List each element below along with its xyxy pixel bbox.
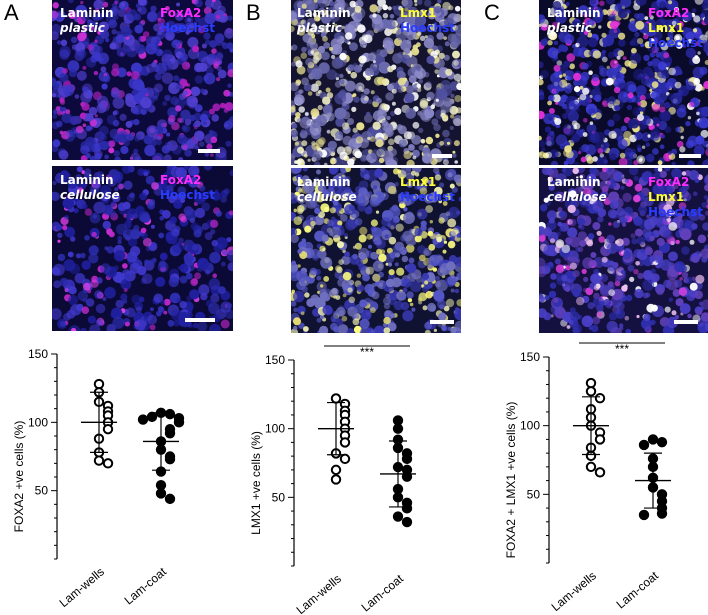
data-point-lam-coat	[403, 455, 411, 463]
significance-label: ***	[360, 345, 374, 359]
significance-label: ***	[615, 342, 629, 356]
label-b1-line1: Laminin	[297, 6, 351, 20]
y-axis-label: LMX1 +ve cells (%)	[249, 431, 263, 535]
x-category-label: Lam-coat	[614, 568, 662, 611]
data-point-lam-coat	[394, 424, 402, 432]
data-point-lam-wells	[587, 463, 595, 471]
panel-letter-c: C	[484, 0, 500, 26]
label-a2-line2: cellulose	[60, 188, 120, 202]
label-c2-line1: Laminin	[547, 175, 601, 189]
data-point-lam-coat	[658, 509, 666, 517]
label-a2-line1: Laminin	[60, 173, 114, 187]
data-point-lam-coat	[403, 504, 411, 512]
y-tick-label: 150	[265, 353, 285, 367]
data-point-lam-coat	[175, 418, 183, 426]
scale-bar-b2	[430, 320, 454, 324]
x-category-label: Lam-coat	[359, 571, 407, 614]
data-point-lam-coat	[148, 413, 156, 421]
panel-letter-a: A	[4, 0, 19, 26]
data-point-lam-wells	[95, 380, 103, 388]
scale-bar-c2	[674, 320, 698, 324]
label-a2-marker-hoechst: Hoechst	[160, 188, 215, 202]
label-c1-marker-hoechst: Hoechst	[648, 36, 703, 50]
x-category-label: Lam-wells	[57, 565, 107, 610]
data-point-lam-coat	[157, 489, 165, 497]
label-b2-marker-hoechst: Hoechst	[400, 190, 455, 204]
data-point-lam-coat	[649, 435, 657, 443]
x-category-label: Lam-wells	[549, 569, 599, 614]
scale-bar-c1	[679, 154, 701, 158]
data-point-lam-wells	[332, 466, 340, 474]
label-c2-marker-foxa2: FoxA2	[648, 175, 689, 189]
data-point-lam-coat	[166, 455, 174, 463]
data-point-lam-wells	[341, 455, 349, 463]
scale-bar-a1	[198, 149, 220, 153]
chart-a: 50 100 150 FOXA2 +ve cells (%) Lam-wells Lam-…	[0, 340, 236, 610]
y-tick-label: 100	[28, 415, 48, 429]
y-tick-label: 150	[28, 347, 48, 361]
data-point-lam-coat	[139, 415, 147, 423]
data-point-lam-wells	[95, 456, 103, 464]
data-point-lam-wells	[596, 468, 604, 476]
data-point-lam-coat	[394, 416, 402, 424]
data-point-lam-wells	[104, 459, 112, 467]
data-point-lam-wells	[104, 425, 112, 433]
data-point-lam-wells	[332, 394, 340, 402]
data-point-lam-coat	[394, 512, 402, 520]
data-point-lam-coat	[166, 410, 174, 418]
scale-bar-b1	[432, 154, 452, 158]
x-category-label: Lam-coat	[122, 564, 170, 607]
label-b2-marker-lmx1: Lmx1	[400, 175, 436, 189]
data-point-lam-coat	[640, 441, 648, 449]
data-point-lam-wells	[341, 438, 349, 446]
y-tick-label: 100	[265, 422, 285, 436]
x-category-label: Lam-wells	[294, 572, 344, 615]
label-a1-marker-foxa2: FoxA2	[160, 6, 201, 20]
data-point-lam-wells	[587, 379, 595, 387]
y-tick-label: 150	[520, 350, 540, 364]
label-c1-line1: Laminin	[547, 6, 601, 20]
data-point-lam-coat	[157, 481, 165, 489]
label-b2-line1: Laminin	[297, 175, 351, 189]
label-b1-marker-lmx1: Lmx1	[400, 6, 436, 20]
label-c2-marker-hoechst: Hoechst	[648, 205, 703, 219]
label-c1-marker-foxa2: FoxA2	[648, 6, 689, 20]
data-point-lam-coat	[640, 511, 648, 519]
label-b1-marker-hoechst: Hoechst	[400, 21, 455, 35]
label-b2-line2: cellulose	[297, 190, 357, 204]
data-point-lam-wells	[596, 394, 604, 402]
data-point-lam-wells	[587, 387, 595, 395]
label-c1-marker-lmx1: Lmx1	[648, 21, 684, 35]
y-tick-label: 50	[272, 490, 286, 504]
data-point-lam-coat	[166, 429, 174, 437]
y-axis-label: FOXA2 + LMX1 +ve cells (%)	[504, 402, 518, 559]
panel-letter-b: B	[246, 0, 261, 26]
label-c2-line2: cellulose	[547, 190, 607, 204]
data-point-lam-coat	[166, 495, 174, 503]
y-tick-label: 50	[35, 484, 49, 498]
label-b1-line2: plastic	[297, 21, 342, 35]
label-c2-marker-lmx1: Lmx1	[648, 190, 684, 204]
scale-bar-a2	[185, 318, 215, 322]
data-point-lam-wells	[332, 475, 340, 483]
data-point-lam-coat	[658, 438, 666, 446]
label-a1-line1: Laminin	[60, 6, 114, 20]
label-c1-line2: plastic	[547, 21, 592, 35]
y-tick-label: 50	[527, 487, 541, 501]
y-tick-label: 100	[520, 419, 540, 433]
label-a1-marker-hoechst: Hoechst	[160, 21, 215, 35]
label-a2-marker-foxa2: FoxA2	[160, 173, 201, 187]
label-a1-line2: plastic	[60, 21, 105, 35]
data-point-lam-coat	[403, 518, 411, 526]
data-point-lam-wells	[596, 435, 604, 443]
y-axis-label: FOXA2 +ve cells (%)	[12, 421, 26, 533]
